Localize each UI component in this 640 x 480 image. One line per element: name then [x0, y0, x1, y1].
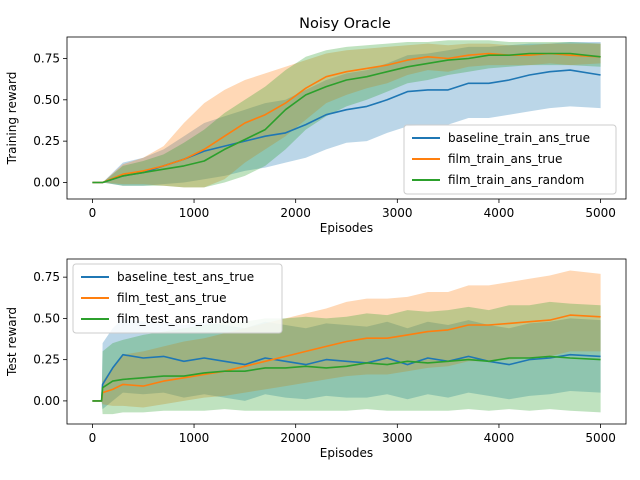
y-tick-label: 0.25	[33, 134, 60, 148]
x-tick-label: 0	[89, 206, 97, 220]
x-axis-label: Episodes	[320, 221, 373, 235]
x-tick-label: 5000	[585, 431, 616, 445]
y-tick-label: 0.75	[33, 270, 60, 284]
legend-label: baseline_train_ans_true	[448, 131, 590, 145]
x-tick-label: 1000	[179, 431, 210, 445]
y-tick-label: 0.50	[33, 93, 60, 107]
series-line-baseline_test_ans_true	[92, 353, 601, 402]
x-tick-label: 3000	[382, 431, 413, 445]
y-axis-label: Training reward	[5, 72, 19, 166]
y-tick-label: 0.50	[33, 311, 60, 325]
x-tick-label: 2000	[280, 206, 311, 220]
y-tick-label: 0.00	[33, 394, 60, 408]
training-reward-panel: 0 1000 2000 3000 4000 5000 0.00 0.25 0.50 0.75 Epi…	[5, 36, 627, 235]
test-reward-panel: 0 1000 2000 3000 4000 5000 0.00 0.25 0.50 0.75 Epi…	[5, 258, 627, 460]
y-tick-label: 0.25	[33, 353, 60, 367]
legend-label: film_train_ans_random	[448, 173, 584, 187]
x-tick-label: 2000	[280, 431, 311, 445]
confidence-band-baseline_train_ans_true	[92, 42, 601, 186]
confidence-band-baseline_test_ans_true	[92, 318, 601, 410]
x-tick-label: 5000	[585, 206, 616, 220]
x-tick-label: 0	[89, 431, 97, 445]
series-line-film_train_ans_random	[92, 52, 601, 184]
legend-label: film_test_ans_true	[117, 291, 226, 305]
axes-frame	[66, 258, 627, 425]
confidence-band-film_test_ans_true	[92, 270, 601, 408]
x-tick-label: 4000	[484, 206, 515, 220]
confidence-band-film_train_ans_random	[92, 40, 601, 188]
chart-title: Noisy Oracle	[299, 16, 391, 32]
series-line-film_test_ans_true	[92, 314, 601, 402]
x-axis-label: Episodes	[320, 446, 373, 460]
legend-label: baseline_test_ans_true	[117, 270, 254, 284]
legend-label: film_train_ans_true	[448, 152, 562, 166]
legend-label: film_test_ans_random	[117, 312, 248, 326]
y-tick-label: 0.75	[33, 51, 60, 65]
y-axis-label: Test reward	[5, 307, 19, 377]
x-tick-label: 3000	[382, 206, 413, 220]
x-tick-label: 4000	[484, 431, 515, 445]
series-line-film_test_ans_random	[92, 355, 601, 402]
legend-box	[72, 263, 283, 334]
x-tick-label: 1000	[179, 206, 210, 220]
axes-frame	[66, 36, 627, 200]
legend-box	[403, 124, 617, 195]
y-tick-label: 0.00	[33, 175, 60, 189]
